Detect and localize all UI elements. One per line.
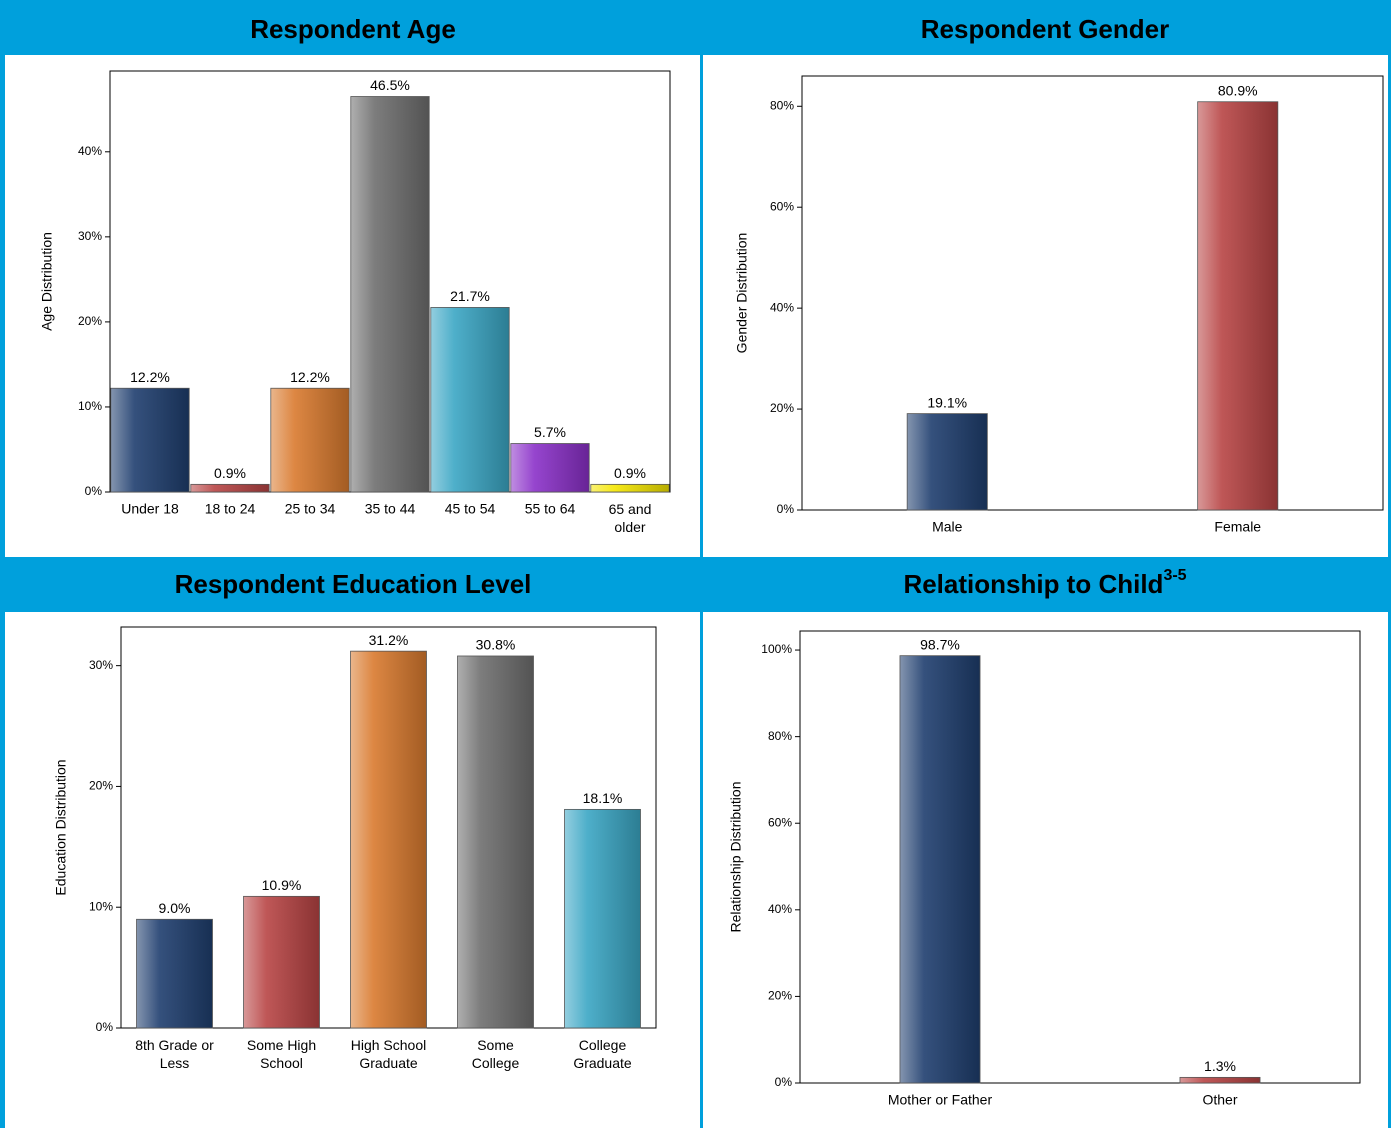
value-label: 30.8% [476, 637, 516, 653]
x-tick-label: Some High School [247, 1037, 316, 1071]
panel-title: Relationship to Child3-5 [903, 567, 1186, 599]
value-label: 5.7% [534, 424, 566, 440]
y-tick-label: 40% [768, 902, 792, 916]
x-tick-label-line: 8th Grade or [135, 1037, 214, 1053]
x-tick-label-line: High School [351, 1037, 427, 1053]
value-label: 12.2% [130, 369, 170, 385]
value-label: 98.7% [920, 636, 960, 652]
value-label: 80.9% [1218, 82, 1258, 98]
y-tick-label: 20% [768, 989, 792, 1003]
x-tick-label-line: College [579, 1037, 627, 1053]
y-tick-label: 0% [775, 1075, 793, 1089]
value-label: 10.9% [262, 877, 302, 893]
plot-area [801, 75, 1384, 511]
x-tick-label-line: older [614, 519, 645, 535]
bar [430, 307, 510, 493]
y-axis-label: Age Distribution [39, 232, 55, 331]
x-tick-label-line: Graduate [573, 1055, 632, 1071]
bar [243, 895, 320, 1029]
y-tick-label: 80% [768, 729, 792, 743]
y-tick-label: 0% [777, 502, 795, 516]
bar [350, 650, 427, 1029]
y-tick-label: 10% [89, 899, 113, 913]
x-tick-label: 8th Grade or Less [135, 1037, 214, 1071]
value-label: 18.1% [583, 790, 623, 806]
bar [1197, 101, 1279, 511]
x-tick-label: 55 to 64 [525, 501, 576, 517]
bar [899, 655, 981, 1084]
value-label: 46.5% [370, 77, 410, 93]
y-tick-label: 20% [78, 314, 102, 328]
bar [564, 808, 641, 1029]
value-label: 19.1% [927, 394, 967, 410]
y-tick-label: 10% [78, 399, 102, 413]
x-tick-label-line: Some High [247, 1037, 316, 1053]
y-tick-label: 30% [78, 229, 102, 243]
x-tick-label: College Graduate [573, 1037, 632, 1071]
bar [350, 96, 430, 493]
value-label: 9.0% [159, 900, 191, 916]
y-tick-label: 60% [770, 199, 794, 213]
x-tick-label: 65 and older [609, 501, 652, 535]
y-tick-label: 60% [768, 815, 792, 829]
y-axis-label: Education Distribution [53, 759, 69, 895]
bar [906, 413, 988, 511]
panel-title: Respondent Gender [921, 14, 1169, 44]
value-label: 0.9% [214, 465, 246, 481]
y-tick-label: 30% [89, 658, 113, 672]
y-axis-label: Gender Distribution [734, 233, 750, 354]
x-tick-label: 45 to 54 [445, 501, 496, 517]
panel [703, 55, 1388, 557]
x-tick-label: Some College [472, 1037, 520, 1071]
x-tick-label-line: Some [477, 1037, 514, 1053]
value-label: 1.3% [1204, 1058, 1236, 1074]
bar [1179, 1076, 1261, 1084]
y-tick-label: 40% [770, 300, 794, 314]
panel [703, 612, 1388, 1128]
x-tick-label-line: College [472, 1055, 520, 1071]
title-superscript: 3-5 [1163, 567, 1186, 584]
x-tick-label-line: School [260, 1055, 303, 1071]
title-text: Relationship to Child [903, 569, 1163, 599]
x-tick-label: Other [1202, 1092, 1237, 1108]
x-tick-label: Mother or Father [888, 1092, 993, 1108]
x-tick-label: Under 18 [121, 501, 179, 517]
x-tick-label: 18 to 24 [205, 501, 256, 517]
y-tick-label: 0% [96, 1020, 114, 1034]
y-tick-label: 20% [770, 401, 794, 415]
y-tick-label: 100% [761, 642, 792, 656]
bar [136, 918, 213, 1029]
x-tick-label-line: Less [160, 1055, 190, 1071]
value-label: 21.7% [450, 288, 490, 304]
x-tick-label: High School Graduate [351, 1037, 427, 1071]
x-tick-label: Male [932, 519, 963, 535]
bar [190, 483, 270, 493]
y-tick-label: 80% [770, 98, 794, 112]
x-tick-label: 25 to 34 [285, 501, 336, 517]
bar [590, 483, 670, 493]
y-axis-label: Relationship Distribution [728, 782, 744, 933]
y-tick-label: 20% [89, 779, 113, 793]
x-tick-label-line: 65 and [609, 501, 652, 517]
x-tick-label-line: Graduate [359, 1055, 418, 1071]
bar [110, 387, 190, 493]
panel-title: Respondent Education Level [175, 569, 532, 599]
y-tick-label: 40% [78, 144, 102, 158]
value-label: 0.9% [614, 465, 646, 481]
bar [270, 387, 350, 493]
value-label: 31.2% [369, 632, 409, 648]
y-tick-label: 0% [85, 484, 103, 498]
x-tick-label: 35 to 44 [365, 501, 416, 517]
plot-area [799, 630, 1361, 1084]
x-tick-label: Female [1214, 519, 1261, 535]
bar [457, 655, 534, 1029]
value-label: 12.2% [290, 369, 330, 385]
bar [510, 443, 590, 493]
panel-title: Respondent Age [250, 14, 456, 44]
